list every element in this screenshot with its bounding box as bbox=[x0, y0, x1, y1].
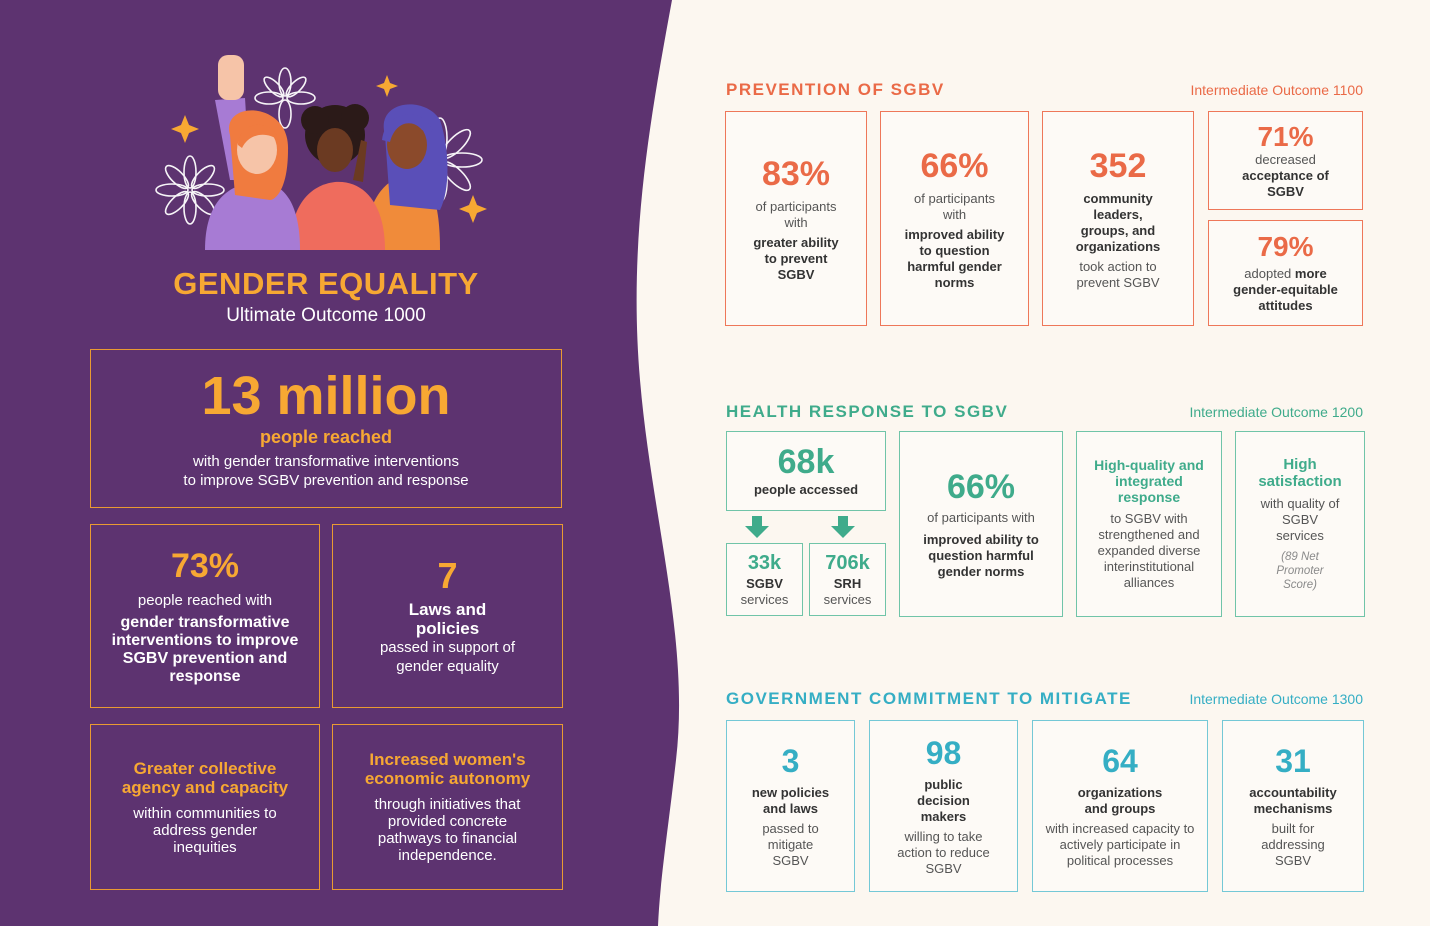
government-3-text: passed to mitigate SGBV bbox=[762, 821, 819, 868]
government-64-text: with increased capacity to actively part… bbox=[1045, 821, 1195, 868]
prevention-83-pre: of participants with bbox=[755, 198, 837, 230]
government-31-bold: accountability mechanisms bbox=[1249, 785, 1337, 816]
reach-percent-card: 73% people reached with gender transform… bbox=[90, 524, 320, 708]
people-reached-label: people reached bbox=[259, 426, 393, 447]
government-31-text: built for addressing SGBV bbox=[1261, 821, 1325, 868]
health-706k-text: services bbox=[823, 591, 872, 607]
health-quality-text: to SGBV with strengthened and expanded d… bbox=[1097, 511, 1201, 590]
health-706k-bold: SRH bbox=[833, 575, 862, 591]
arrow-down-icon bbox=[745, 516, 769, 538]
people-reached-value: 13 million bbox=[201, 365, 451, 426]
prevention-79-bold: gender-equitable attitudes bbox=[1233, 282, 1338, 313]
collective-agency-title: Greater collective agency and capacity bbox=[121, 758, 289, 797]
prevention-83-value: 83% bbox=[761, 154, 831, 193]
health-card-706k: 706k SRH services bbox=[809, 543, 886, 616]
government-3-value: 3 bbox=[781, 743, 800, 779]
government-outcome: Intermediate Outcome 1300 bbox=[1189, 691, 1363, 707]
government-card-98: 98 public decision makers willing to tak… bbox=[869, 720, 1018, 892]
health-card-satisfaction: High satisfaction with quality of SGBV s… bbox=[1235, 431, 1365, 617]
prevention-352-post: took action to prevent SGBV bbox=[1076, 258, 1160, 290]
health-card-quality: High-quality and integrated response to … bbox=[1076, 431, 1222, 617]
government-98-value: 98 bbox=[925, 735, 962, 771]
government-64-value: 64 bbox=[1102, 743, 1138, 779]
prevention-outcome: Intermediate Outcome 1100 bbox=[1190, 82, 1363, 98]
government-card-31: 31 accountability mechanisms built for a… bbox=[1222, 720, 1364, 892]
laws-policies-text: passed in support of gender equality bbox=[379, 639, 516, 675]
health-satisfaction-note: (89 Net Promoter Score) bbox=[1276, 551, 1324, 591]
prevention-card-83: 83% of participants with greater ability… bbox=[725, 111, 867, 326]
health-card-68k: 68k people accessed bbox=[726, 431, 886, 511]
collective-agency-card: Greater collective agency and capacity w… bbox=[90, 724, 320, 890]
health-68k-bold: people accessed bbox=[753, 482, 859, 497]
health-outcome: Intermediate Outcome 1200 bbox=[1189, 404, 1363, 420]
health-card-33k: 33k SGBV services bbox=[726, 543, 803, 616]
government-3-bold: new policies and laws bbox=[751, 785, 830, 816]
prevention-71-pre: decreased bbox=[1255, 151, 1316, 167]
government-card-64: 64 organizations and groups with increas… bbox=[1032, 720, 1208, 892]
health-title: HEALTH RESPONSE TO SGBV bbox=[726, 402, 1009, 421]
reach-percent-text: people reached with bbox=[137, 591, 273, 609]
health-33k-text: services bbox=[740, 591, 789, 607]
health-card-66: 66% of participants with improved abilit… bbox=[899, 431, 1063, 617]
people-reached-desc-1: with gender transformative interventions bbox=[193, 452, 459, 470]
ultimate-outcome-label: Ultimate Outcome 1000 bbox=[226, 305, 426, 326]
government-98-text: willing to take action to reduce SGBV bbox=[897, 829, 990, 876]
economic-autonomy-card: Increased women's economic autonomy thro… bbox=[332, 724, 563, 890]
people-reached-card: 13 million people reached with gender tr… bbox=[90, 349, 562, 508]
health-quality-title: High-quality and integrated response bbox=[1094, 457, 1204, 505]
reach-percent-value: 73% bbox=[170, 546, 240, 585]
prevention-card-352: 352 community leaders, groups, and organ… bbox=[1042, 111, 1194, 326]
government-31-value: 31 bbox=[1275, 743, 1311, 779]
health-satisfaction-title: High satisfaction bbox=[1258, 456, 1342, 490]
prevention-79-pre: adopted bbox=[1244, 266, 1292, 281]
arrow-down-icon bbox=[831, 516, 855, 538]
women-illustration bbox=[155, 55, 487, 250]
gender-equality-title: GENDER EQUALITY bbox=[173, 266, 479, 301]
prevention-352-bold: community leaders, groups, and organizat… bbox=[1075, 190, 1161, 254]
collective-agency-text: within communities to address gender ine… bbox=[133, 804, 277, 856]
economic-autonomy-text: through initiatives that provided concre… bbox=[374, 796, 521, 864]
health-33k-bold: SGBV bbox=[746, 575, 783, 591]
health-68k-value: 68k bbox=[777, 443, 835, 481]
prevention-66-pre: of participants with bbox=[914, 190, 995, 222]
prevention-66-value: 66% bbox=[920, 146, 989, 185]
government-98-bold: public decision makers bbox=[917, 777, 970, 824]
prevention-352-value: 352 bbox=[1089, 146, 1147, 185]
prevention-66-bold: improved ability to question harmful gen… bbox=[904, 226, 1005, 290]
laws-policies-card: 7 Laws and policies passed in support of… bbox=[332, 524, 563, 708]
prevention-71-bold: acceptance of SGBV bbox=[1242, 167, 1329, 199]
health-706k-value: 706k bbox=[825, 551, 870, 574]
health-66-pre: of participants with bbox=[927, 510, 1035, 525]
government-card-3: 3 new policies and laws passed to mitiga… bbox=[726, 720, 855, 892]
people-reached-desc-2: to improve SGBV prevention and response bbox=[183, 471, 469, 489]
government-64-bold: organizations and groups bbox=[1077, 785, 1163, 816]
prevention-79-value: 79% bbox=[1257, 231, 1314, 262]
purple-panel-background bbox=[0, 0, 680, 926]
prevention-card-79: 79% adopted more gender-equitable attitu… bbox=[1208, 220, 1363, 326]
reach-percent-bold: gender transformative interventions to i… bbox=[111, 613, 299, 685]
government-title: GOVERNMENT COMMITMENT TO MITIGATE bbox=[726, 689, 1132, 708]
prevention-71-value: 71% bbox=[1257, 120, 1314, 152]
prevention-83-bold: greater ability to prevent SGBV bbox=[753, 234, 839, 282]
prevention-79-bold-inline: more bbox=[1294, 266, 1327, 281]
health-66-value: 66% bbox=[946, 468, 1016, 506]
prevention-title: PREVENTION OF SGBV bbox=[726, 80, 945, 99]
prevention-card-71: 71% decreased acceptance of SGBV bbox=[1208, 111, 1363, 210]
laws-policies-bold: Laws and policies bbox=[408, 600, 487, 638]
health-33k-value: 33k bbox=[747, 551, 782, 574]
health-satisfaction-text: with quality of SGBV services bbox=[1260, 496, 1340, 543]
prevention-card-66: 66% of participants with improved abilit… bbox=[880, 111, 1029, 326]
laws-policies-value: 7 bbox=[437, 555, 458, 596]
health-66-bold: improved ability to question harmful gen… bbox=[923, 532, 1039, 579]
economic-autonomy-title: Increased women's economic autonomy bbox=[364, 750, 531, 788]
